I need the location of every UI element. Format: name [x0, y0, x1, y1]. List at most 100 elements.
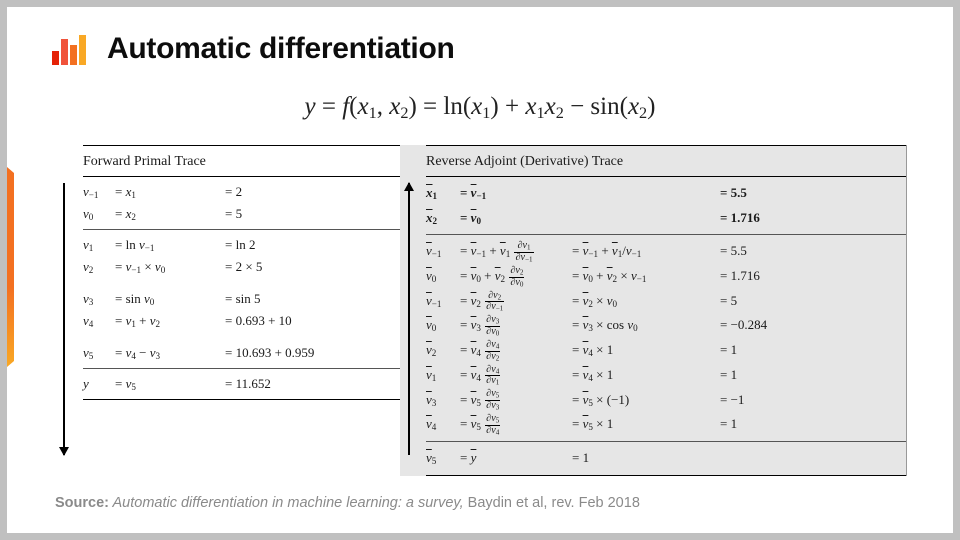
main-equation: y = f(x1, x2) = ln(x1) + x1x2 − sin(x2): [7, 93, 953, 123]
row-expr: = v4 ∂v4∂v2: [460, 338, 572, 363]
row-expr: = v−1: [460, 181, 572, 206]
source-roman: Baydin et al, rev. Feb 2018: [468, 495, 640, 511]
row-mid: = v5 × (−1): [572, 388, 720, 413]
row-var: v0: [83, 203, 115, 225]
row-value: = 0.693 + 10: [225, 310, 355, 331]
row-mid: = v3 × cos v0: [572, 313, 720, 338]
trace-row: v−1= v−1 + v1 ∂v1∂v−1= v−1 + v1/v−1= 5.5: [426, 239, 906, 264]
row-value: = 1: [720, 412, 800, 437]
trace-row: x1= v−1= 5.5: [426, 181, 906, 206]
row-var: v−1: [426, 289, 460, 314]
trace-tables: Forward Primal Trace v−1= x1= 2v0= x2= 5…: [55, 145, 907, 476]
row-mid: = 1: [572, 446, 720, 471]
trace-section: v−1= x1= 2v0= x2= 5: [83, 177, 400, 230]
row-var: v0: [426, 313, 460, 338]
trace-section: v1= ln v−1= ln 2v2= v−1 × v0= 2 × 5v3= s…: [83, 230, 400, 369]
trace-row: v4= v5 ∂v5∂v4= v5 × 1= 1: [426, 412, 906, 437]
trace-row: v3= sin v0= sin 5: [83, 288, 400, 310]
row-expr: = v1 + v2: [115, 310, 225, 332]
row-value: = 10.693 + 0.959: [225, 342, 355, 363]
arrow-up-icon: [408, 183, 410, 455]
header: Automatic differentiation: [49, 29, 455, 69]
trace-row: v−1= x1= 2: [83, 181, 400, 203]
row-expr: = v3 ∂v3∂v0: [460, 313, 572, 338]
trace-row: v−1= v2 ∂v2∂v−1= v2 × v0= 5: [426, 289, 906, 314]
row-value: = −0.284: [720, 313, 800, 338]
forward-sections: v−1= x1= 2v0= x2= 5v1= ln v−1= ln 2v2= v…: [83, 177, 400, 400]
row-var: v−1: [426, 239, 460, 264]
trace-row: v5= y= 1: [426, 446, 906, 471]
row-expr: = v5: [115, 373, 225, 395]
source-citation: Source: Automatic differentiation in mac…: [55, 495, 640, 511]
row-value: = −1: [720, 388, 800, 413]
trace-row: x2= v0 = 1.716: [426, 206, 906, 231]
row-var: v0: [426, 264, 460, 289]
trace-row: v3= v5 ∂v5∂v3= v5 × (−1)= −1: [426, 388, 906, 413]
trace-row: y= v5= 11.652: [83, 373, 400, 395]
row-value: = 1: [720, 363, 800, 388]
row-expr: = v5 ∂v5∂v3: [460, 388, 572, 413]
row-expr: = v4 − v3: [115, 342, 225, 364]
row-value: = ln 2: [225, 234, 355, 255]
row-expr: = x1: [115, 181, 225, 203]
source-label: Source:: [55, 495, 109, 511]
row-var: v2: [426, 338, 460, 363]
arrow-down-icon: [63, 183, 65, 455]
row-expr: = v5 ∂v5∂v4: [460, 412, 572, 437]
row-mid: = v4 × 1: [572, 363, 720, 388]
row-value: = 11.652: [225, 373, 355, 394]
row-mid: = v5 × 1: [572, 412, 720, 437]
row-var: x2: [426, 206, 460, 231]
row-var: v2: [83, 256, 115, 278]
row-mid: = v0 + v2 × v−1: [572, 264, 720, 289]
row-var: v5: [426, 446, 460, 471]
row-value: = 2 × 5: [225, 256, 355, 277]
trace-row: v4= v1 + v2= 0.693 + 10: [83, 310, 400, 332]
forward-trace: Forward Primal Trace v−1= x1= 2v0= x2= 5…: [55, 145, 400, 476]
row-expr: = v2 ∂v2∂v−1: [460, 289, 572, 314]
row-value: = 1: [720, 338, 800, 363]
trace-row: v0= x2= 5: [83, 203, 400, 225]
row-value: = 1.716: [720, 264, 800, 289]
trace-row: v0= v3 ∂v3∂v0= v3 × cos v0= −0.284: [426, 313, 906, 338]
row-mid: = v2 × v0: [572, 289, 720, 314]
row-expr: = v−1 × v0: [115, 256, 225, 278]
row-value: = 5.5: [720, 239, 800, 264]
trace-spacer: [83, 278, 400, 288]
row-var: v1: [426, 363, 460, 388]
row-var: v−1: [83, 181, 115, 203]
logo-icon: [49, 29, 89, 69]
row-var: x1: [426, 181, 460, 206]
row-expr: = v0 + v2 ∂v2∂v0: [460, 264, 572, 289]
slide-title: Automatic differentiation: [107, 32, 455, 66]
row-var: v1: [83, 234, 115, 256]
row-var: v3: [83, 288, 115, 310]
row-var: v3: [426, 388, 460, 413]
forward-trace-title: Forward Primal Trace: [83, 145, 400, 177]
row-expr: = y: [460, 446, 572, 471]
trace-row: v0= v0 + v2 ∂v2∂v0= v0 + v2 × v−1= 1.716: [426, 264, 906, 289]
row-var: v4: [83, 310, 115, 332]
row-expr: = x2: [115, 203, 225, 225]
trace-spacer: [83, 332, 400, 342]
trace-section: x1= v−1= 5.5x2= v0 = 1.716: [426, 177, 906, 235]
trace-row: v2= v−1 × v0= 2 × 5: [83, 256, 400, 278]
row-expr: = ln v−1: [115, 234, 225, 256]
trace-section: v5= y= 1: [426, 442, 906, 476]
trace-row: v5= v4 − v3= 10.693 + 0.959: [83, 342, 400, 364]
row-mid: = v−1 + v1/v−1: [572, 239, 720, 264]
row-expr: = sin v0: [115, 288, 225, 310]
row-expr: = v4 ∂v4∂v1: [460, 363, 572, 388]
reverse-trace-title: Reverse Adjoint (Derivative) Trace: [426, 145, 906, 177]
row-value: = 5: [225, 203, 355, 224]
row-var: v4: [426, 412, 460, 437]
source-italic: Automatic differentiation in machine lea…: [109, 495, 468, 511]
row-var: y: [83, 373, 115, 394]
trace-section: y= v5= 11.652: [83, 369, 400, 400]
trace-row: v2= v4 ∂v4∂v2= v4 × 1= 1: [426, 338, 906, 363]
row-value: = 1.716: [720, 206, 800, 231]
accent-stripe: [7, 167, 14, 367]
trace-row: v1= v4 ∂v4∂v1= v4 × 1= 1: [426, 363, 906, 388]
row-expr: = v0: [460, 206, 572, 231]
trace-section: v−1= v−1 + v1 ∂v1∂v−1= v−1 + v1/v−1= 5.5…: [426, 235, 906, 442]
